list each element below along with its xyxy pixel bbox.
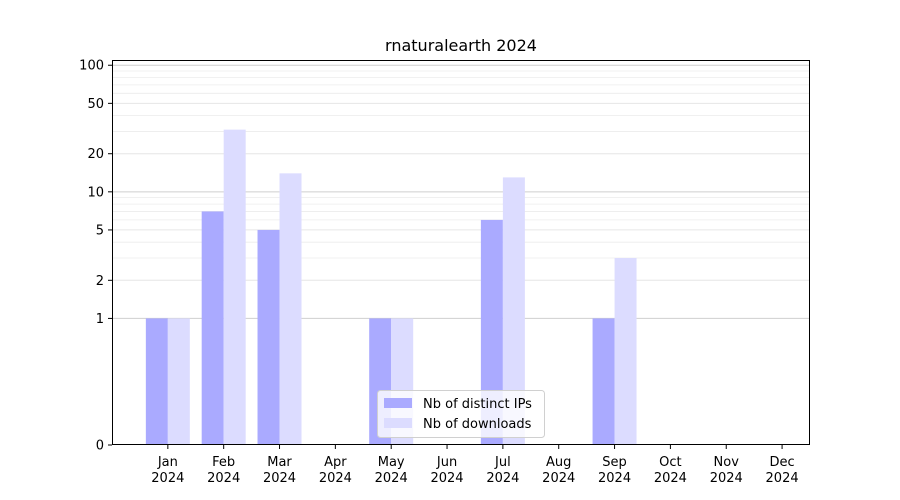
y-tick-label: 20 bbox=[87, 147, 104, 162]
x-tick-label: Apr 2024 bbox=[319, 455, 352, 486]
x-tick-label: Sep 2024 bbox=[598, 455, 631, 486]
y-tick-label: 1 bbox=[96, 312, 104, 327]
bar-downloads bbox=[279, 173, 302, 445]
y-tick-label: 0 bbox=[96, 439, 104, 454]
legend-swatch bbox=[384, 398, 412, 408]
bar-distinct-ips bbox=[145, 318, 168, 445]
y-tick-label: 100 bbox=[79, 59, 104, 74]
x-tick-year: 2024 bbox=[654, 471, 687, 486]
chart-title: rnaturalearth 2024 bbox=[385, 36, 537, 55]
bar-downloads bbox=[223, 129, 246, 445]
bar-distinct-ips bbox=[201, 211, 224, 445]
bar-distinct-ips bbox=[257, 229, 280, 445]
x-tick-label: Jan 2024 bbox=[151, 455, 184, 486]
x-tick-label: Mar 2024 bbox=[263, 455, 296, 486]
bar-downloads bbox=[167, 318, 190, 445]
x-tick-month: Feb bbox=[212, 455, 235, 470]
x-tick-month: Apr bbox=[324, 455, 347, 470]
x-tick-label: May 2024 bbox=[375, 455, 408, 486]
x-tick-year: 2024 bbox=[598, 471, 631, 486]
x-tick-year: 2024 bbox=[710, 471, 743, 486]
y-tick-label: 10 bbox=[87, 185, 104, 200]
legend-label: Nb of downloads bbox=[423, 417, 532, 432]
x-tick-month: Sep bbox=[602, 455, 627, 470]
x-tick-label: Jul 2024 bbox=[486, 455, 519, 486]
x-tick-label: Dec 2024 bbox=[766, 455, 799, 486]
x-tick-year: 2024 bbox=[486, 471, 519, 486]
x-tick-month: Jun bbox=[436, 455, 457, 470]
x-tick-label: Oct 2024 bbox=[654, 455, 687, 486]
x-tick-year: 2024 bbox=[263, 471, 296, 486]
x-tick-year: 2024 bbox=[207, 471, 240, 486]
x-tick-label: Feb 2024 bbox=[207, 455, 240, 486]
x-tick-month: May bbox=[378, 455, 405, 470]
x-tick-year: 2024 bbox=[319, 471, 352, 486]
x-tick-month: Dec bbox=[770, 455, 795, 470]
y-axis: 0 1 2 5 10 20 50 100 bbox=[79, 59, 112, 454]
x-tick-label: Nov 2024 bbox=[710, 455, 743, 486]
x-tick-month: Jul bbox=[494, 455, 511, 470]
bar-distinct-ips bbox=[592, 318, 615, 445]
x-tick-month: Oct bbox=[659, 455, 681, 470]
bar-downloads bbox=[614, 258, 637, 445]
y-tick-label: 50 bbox=[87, 97, 104, 112]
x-tick-month: Aug bbox=[546, 455, 571, 470]
y-tick-label: 2 bbox=[96, 274, 104, 289]
bar-distinct-ips bbox=[480, 219, 503, 445]
x-tick-year: 2024 bbox=[766, 471, 799, 486]
plot-frame bbox=[112, 60, 810, 445]
legend-label: Nb of distinct IPs bbox=[423, 397, 532, 412]
x-tick-year: 2024 bbox=[375, 471, 408, 486]
x-tick-label: Aug 2024 bbox=[542, 455, 575, 486]
bar-downloads bbox=[502, 177, 525, 446]
legend: Nb of distinct IPs Nb of downloads bbox=[377, 390, 545, 438]
x-tick-month: Nov bbox=[714, 455, 740, 470]
x-tick-month: Jan bbox=[157, 455, 178, 470]
x-tick-month: Mar bbox=[267, 455, 292, 470]
y-tick-label: 5 bbox=[96, 223, 104, 238]
x-tick-year: 2024 bbox=[542, 471, 575, 486]
x-tick-year: 2024 bbox=[151, 471, 184, 486]
bars bbox=[145, 129, 637, 446]
legend-box bbox=[377, 390, 545, 438]
x-tick-label: Jun 2024 bbox=[430, 455, 463, 486]
x-tick-year: 2024 bbox=[430, 471, 463, 486]
legend-swatch bbox=[384, 418, 412, 428]
